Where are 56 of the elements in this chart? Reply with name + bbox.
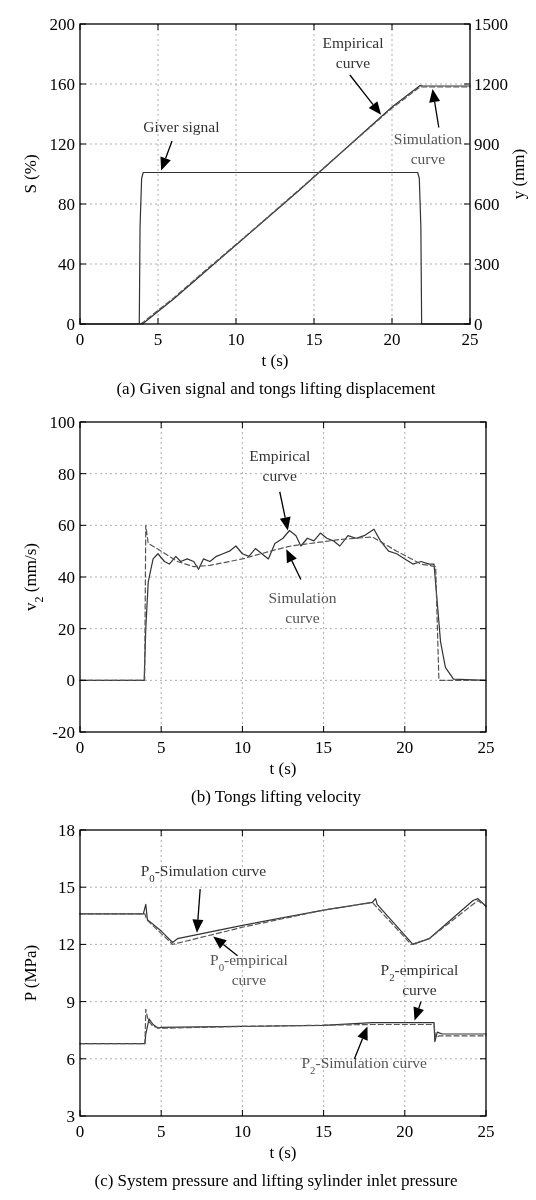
x-tick-label: 10 — [233, 738, 251, 757]
y-tick-label: 40 — [58, 255, 75, 274]
y-tick-label: 80 — [58, 195, 75, 214]
y2-tick-label: 300 — [474, 255, 500, 274]
y-tick-label: 200 — [49, 15, 75, 34]
y-tick-label: 9 — [66, 992, 75, 1012]
x-tick-label: 25 — [477, 1122, 495, 1141]
y-tick-label: 0 — [66, 671, 75, 691]
y-tick-label: -20 — [52, 723, 75, 742]
y2-axis-title: y (mm) — [509, 148, 528, 200]
y2-tick-label: 900 — [474, 135, 500, 154]
x-tick-label: 10 — [233, 1122, 251, 1141]
series-label: P$_{0}$-Simulation curve — [140, 861, 267, 884]
x-tick-label: 5 — [156, 738, 166, 757]
y-tick-label: 15 — [58, 878, 75, 898]
text: (a) Given signal and tongs lifting displacement — [116, 379, 436, 398]
y2-tick-label: 1500 — [474, 15, 508, 34]
x-axis-title: t (s) — [269, 1143, 297, 1162]
text: Simulation curve — [268, 588, 337, 626]
text: Giver signal — [143, 118, 220, 135]
x-axis-title: t (s) — [261, 351, 289, 370]
x-tick-label: 15 — [315, 738, 333, 757]
x-tick-label: 20 — [396, 1122, 414, 1141]
y-tick-label: 12 — [58, 935, 75, 955]
x-tick-label: 15 — [315, 1122, 333, 1141]
y-axis-title: S (%) — [21, 154, 40, 194]
x-tick-label: 15 — [305, 330, 323, 349]
series-label: Simulation curve — [393, 130, 463, 167]
y-tick-label: 3 — [66, 1107, 75, 1126]
series-label: P$_{2}$-empirical curve — [380, 960, 459, 998]
y-tick-label: 40 — [58, 568, 75, 587]
y-tick-label: 20 — [58, 619, 75, 639]
x-tick-label: 5 — [153, 330, 163, 349]
text: Empirical curve — [322, 34, 384, 71]
y-axis-title: P (MPa) — [21, 944, 40, 1002]
y-tick-label: 160 — [49, 75, 75, 94]
text: Empirical curve — [249, 446, 311, 484]
y-tick-label: 100 — [49, 413, 75, 432]
text: (b) Tongs lifting velocity — [191, 787, 362, 806]
series-label: P$_{2}$-Simulation curve — [301, 1054, 428, 1077]
x-tick-label: 20 — [383, 330, 401, 349]
y-tick-label: 0 — [66, 315, 75, 334]
y-tick-label: 120 — [49, 135, 75, 154]
x-tick-label: 25 — [477, 738, 495, 757]
text: (c) System pressure and lifting sylinder inlet pressure — [94, 1171, 458, 1190]
y2-tick-label: 1200 — [474, 75, 508, 94]
x-tick-label: 10 — [227, 330, 245, 349]
y-tick-label: 18 — [58, 821, 75, 840]
y-tick-label: 60 — [58, 516, 75, 536]
y-tick-label: 80 — [58, 464, 75, 484]
series-label: P$_{0}$-empirical curve — [210, 951, 288, 989]
y2-tick-label: 600 — [474, 195, 500, 214]
x-tick-label: 5 — [156, 1122, 166, 1141]
x-axis-title: t (s) — [269, 759, 297, 778]
y-tick-label: 6 — [66, 1049, 75, 1069]
x-tick-label: 20 — [396, 738, 414, 757]
